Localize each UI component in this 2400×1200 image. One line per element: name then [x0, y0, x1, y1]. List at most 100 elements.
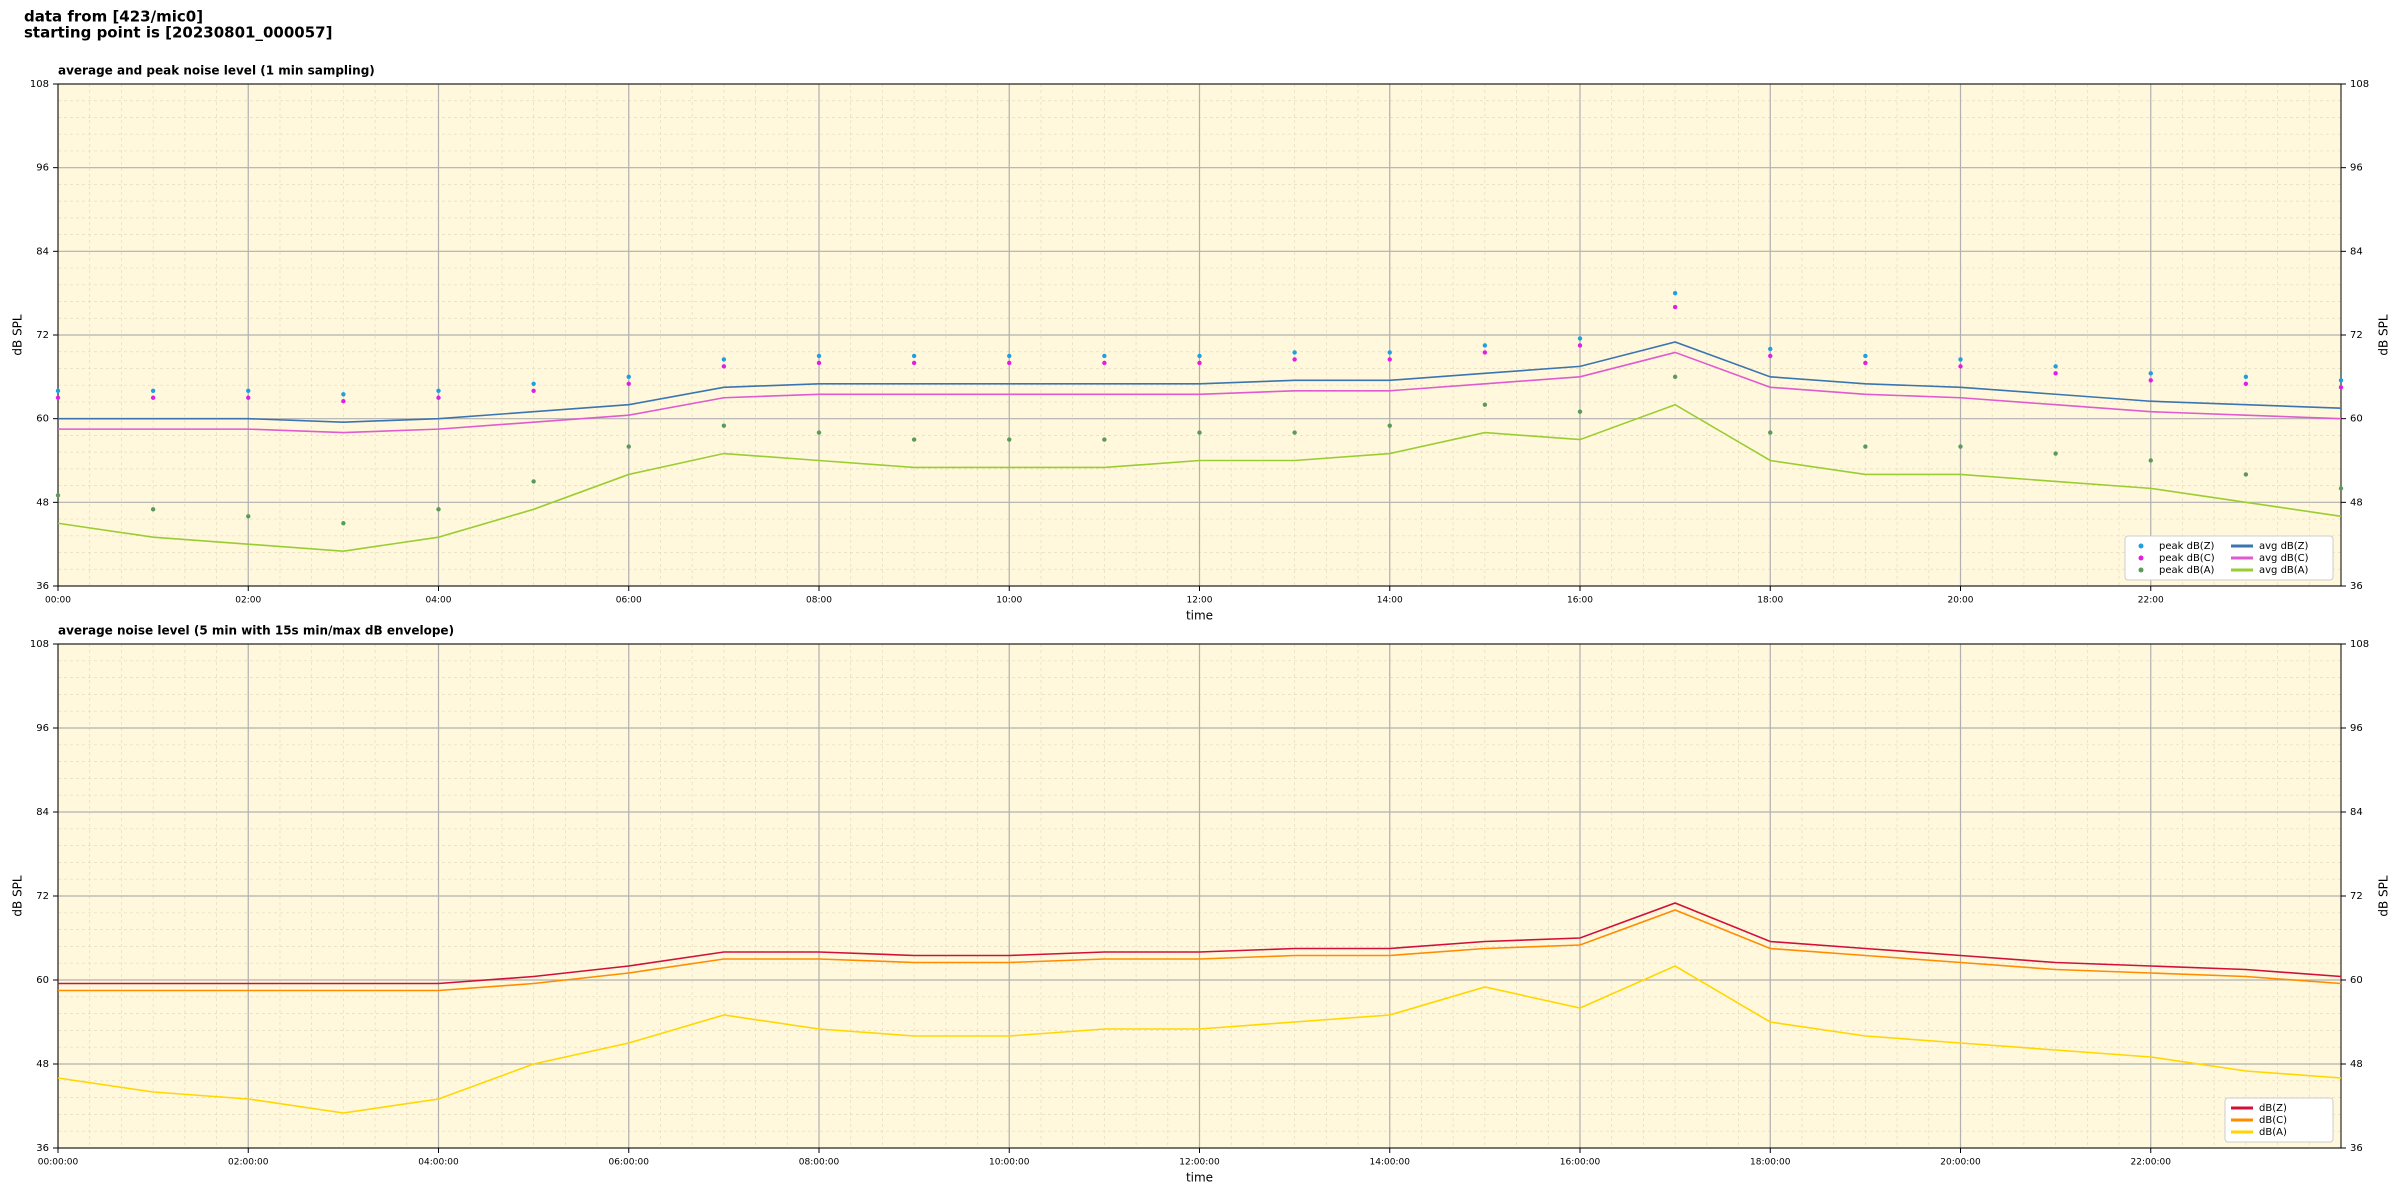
- peak-point: [2338, 486, 2344, 491]
- legend-label: peak dB(C): [2159, 553, 2215, 564]
- x-tick-label: 04:00: [426, 596, 452, 606]
- peak-point: [1102, 360, 1107, 366]
- x-tick-label: 20:00: [1948, 596, 1974, 606]
- peak-point: [1863, 444, 1868, 449]
- chart-title: average noise level (5 min with 15s min/…: [58, 624, 454, 638]
- x-tick-label: 00:00: [45, 596, 71, 606]
- x-tick-label: 10:00:00: [989, 1158, 1030, 1168]
- peak-point: [341, 521, 346, 526]
- y2-tick-label: 84: [2350, 246, 2363, 257]
- plot-frame: [57, 643, 2342, 1149]
- y2-tick-label: 108: [2350, 639, 2369, 650]
- peak-point: [2243, 374, 2249, 380]
- peak-point: [341, 399, 346, 404]
- peak-point: [1007, 437, 1012, 442]
- legend-marker: [2138, 555, 2144, 561]
- peak-point: [911, 360, 917, 366]
- peak-point: [1197, 360, 1202, 366]
- x-tick-label: 12:00: [1187, 596, 1213, 606]
- peak-point: [2148, 371, 2153, 376]
- x-tick-label: 02:00:00: [228, 1158, 269, 1168]
- y2-tick-label: 72: [2350, 891, 2363, 902]
- peak-point: [246, 388, 251, 393]
- y-tick-label: 36: [36, 581, 49, 592]
- legend-label: peak dB(Z): [2159, 541, 2215, 552]
- peak-point: [150, 507, 156, 512]
- y2-tick-label: 108: [2350, 79, 2369, 90]
- y2-tick-label: 96: [2350, 723, 2363, 734]
- peak-point: [911, 437, 917, 442]
- y2-axis-label: dB SPL: [2377, 314, 2391, 356]
- y2-tick-label: 96: [2350, 163, 2363, 174]
- peak-point: [1387, 423, 1392, 428]
- peak-point: [531, 388, 536, 393]
- peak-point: [626, 374, 631, 380]
- chart-title: average and peak noise level (1 min samp…: [58, 64, 375, 78]
- x-tick-label: 18:00:00: [1750, 1158, 1791, 1168]
- peak-point: [150, 388, 156, 393]
- y-tick-label: 84: [36, 246, 49, 257]
- peak-point: [1672, 290, 1678, 296]
- legend-label: avg dB(C): [2259, 553, 2309, 564]
- series-line: [58, 902, 2342, 985]
- peak-point: [626, 444, 631, 449]
- legend-label: avg dB(A): [2259, 565, 2309, 576]
- peak-point: [1387, 357, 1392, 362]
- peak-point: [531, 381, 536, 387]
- peak-point: [1482, 350, 1488, 355]
- legend-label: dB(Z): [2259, 1103, 2287, 1114]
- peak-point: [2243, 381, 2249, 387]
- legend-box: [2124, 535, 2334, 581]
- x-axis-label: time: [1186, 1171, 1213, 1185]
- x-tick-label: 16:00:00: [1560, 1158, 1601, 1168]
- y2-axis-label: dB SPL: [2377, 875, 2391, 917]
- series-line: [57, 403, 2342, 552]
- x-tick-label: 06:00:00: [609, 1158, 650, 1168]
- peak-point: [2053, 451, 2058, 456]
- x-tick-label: 14:00:00: [1370, 1158, 1411, 1168]
- peak-point: [1958, 444, 1963, 449]
- x-tick-label: 04:00:00: [418, 1158, 459, 1168]
- y-tick-label: 48: [36, 497, 49, 508]
- peak-point: [1768, 346, 1773, 352]
- y-tick-label: 84: [36, 807, 49, 818]
- peak-point: [1292, 357, 1297, 362]
- x-tick-label: 12:00:00: [1179, 1158, 1220, 1168]
- x-axis-label: time: [1186, 609, 1213, 623]
- peak-point: [1387, 350, 1392, 355]
- series-line: [58, 351, 2342, 434]
- x-tick-label: 22:00:00: [2131, 1158, 2172, 1168]
- peak-point: [2053, 371, 2058, 376]
- y-axis-label: dB SPL: [11, 314, 25, 356]
- peak-point: [1768, 430, 1773, 435]
- x-tick-label: 08:00: [806, 596, 832, 606]
- x-tick-label: 16:00: [1567, 596, 1593, 606]
- y-tick-label: 60: [36, 975, 49, 986]
- peak-point: [1577, 409, 1583, 414]
- peak-point: [1768, 353, 1773, 359]
- peak-point: [1577, 343, 1583, 348]
- series-line: [57, 965, 2342, 1114]
- peak-point: [721, 364, 727, 369]
- peak-point: [2338, 378, 2344, 383]
- peak-point: [1863, 360, 1868, 366]
- y-tick-label: 108: [30, 639, 49, 650]
- peak-point: [626, 381, 631, 387]
- x-tick-label: 06:00: [616, 596, 642, 606]
- y-tick-label: 96: [36, 163, 49, 174]
- peak-point: [2148, 458, 2153, 463]
- peak-point: [1672, 304, 1678, 310]
- peak-point: [1958, 364, 1963, 369]
- y-tick-label: 48: [36, 1059, 49, 1070]
- y2-tick-label: 60: [2350, 975, 2363, 986]
- y2-tick-label: 36: [2350, 1143, 2363, 1154]
- y-tick-label: 72: [36, 330, 49, 341]
- peak-point: [1197, 353, 1202, 359]
- peak-point: [2053, 364, 2058, 369]
- x-tick-label: 14:00: [1377, 596, 1403, 606]
- peak-point: [1672, 374, 1678, 380]
- x-tick-label: 00:00:00: [38, 1158, 79, 1168]
- y-tick-label: 72: [36, 891, 49, 902]
- legend-label: dB(A): [2259, 1127, 2287, 1138]
